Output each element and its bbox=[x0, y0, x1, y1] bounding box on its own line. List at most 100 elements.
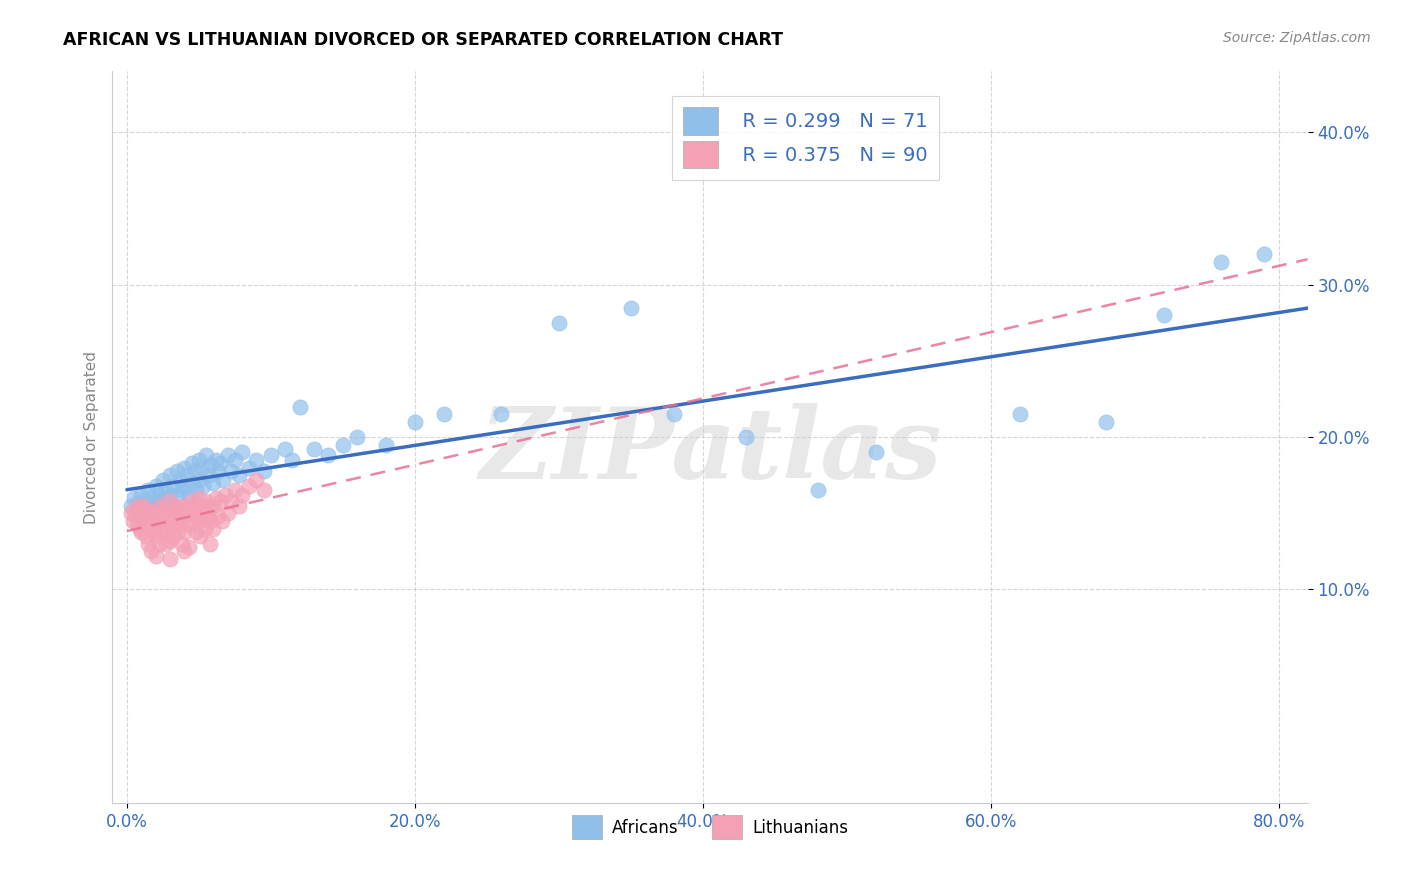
Point bbox=[735, 430, 758, 444]
Point bbox=[186, 499, 208, 513]
Point bbox=[169, 516, 191, 531]
Point bbox=[145, 479, 167, 493]
Point bbox=[207, 464, 229, 478]
Point bbox=[173, 524, 195, 539]
Point bbox=[169, 473, 191, 487]
Point bbox=[179, 503, 201, 517]
Point bbox=[547, 316, 569, 330]
Point bbox=[224, 483, 246, 498]
Point bbox=[165, 514, 187, 528]
Point bbox=[159, 514, 181, 528]
Point bbox=[228, 499, 250, 513]
Point bbox=[138, 483, 160, 498]
Point bbox=[155, 537, 177, 551]
Point bbox=[129, 509, 152, 524]
Point bbox=[195, 448, 218, 462]
Point bbox=[219, 494, 242, 508]
Point bbox=[217, 448, 239, 462]
Point bbox=[173, 503, 195, 517]
Point bbox=[253, 483, 276, 498]
Point bbox=[127, 495, 149, 509]
Point bbox=[184, 483, 207, 498]
Point bbox=[170, 499, 193, 513]
Point bbox=[160, 503, 183, 517]
Point bbox=[245, 473, 267, 487]
Point bbox=[124, 509, 146, 524]
Point bbox=[139, 509, 162, 524]
Y-axis label: Divorced or Separated: Divorced or Separated bbox=[83, 351, 98, 524]
Point bbox=[141, 491, 163, 505]
Point bbox=[180, 494, 202, 508]
Point bbox=[205, 491, 228, 505]
Text: Source: ZipAtlas.com: Source: ZipAtlas.com bbox=[1223, 31, 1371, 45]
Point bbox=[209, 456, 232, 470]
Point bbox=[194, 521, 217, 535]
Point bbox=[188, 529, 211, 543]
Point bbox=[176, 499, 198, 513]
Point bbox=[163, 499, 186, 513]
Point bbox=[162, 479, 184, 493]
Point bbox=[200, 514, 222, 528]
Point bbox=[404, 415, 426, 429]
Point bbox=[159, 552, 181, 566]
Point bbox=[198, 468, 221, 483]
Point bbox=[620, 301, 643, 315]
Point bbox=[187, 491, 209, 505]
Point bbox=[145, 529, 167, 543]
Point bbox=[187, 514, 209, 528]
Point bbox=[202, 521, 225, 535]
Point bbox=[125, 516, 148, 531]
Point bbox=[152, 524, 174, 539]
Point bbox=[121, 514, 143, 528]
Point bbox=[491, 407, 513, 421]
Point bbox=[205, 453, 228, 467]
Point bbox=[148, 516, 170, 531]
Point bbox=[156, 506, 179, 520]
Point bbox=[1211, 255, 1233, 269]
Point bbox=[129, 488, 152, 502]
Point bbox=[134, 501, 156, 516]
Point bbox=[134, 514, 156, 528]
Point bbox=[177, 488, 200, 502]
Point bbox=[141, 521, 163, 535]
Point bbox=[157, 494, 180, 508]
Point bbox=[183, 506, 205, 520]
Point bbox=[122, 503, 145, 517]
Point bbox=[155, 483, 177, 498]
Point bbox=[152, 491, 174, 505]
Point bbox=[173, 460, 195, 475]
Point bbox=[138, 537, 160, 551]
Point bbox=[260, 448, 283, 462]
Point bbox=[145, 499, 167, 513]
Point bbox=[190, 499, 212, 513]
Point bbox=[177, 540, 200, 554]
Point bbox=[211, 514, 233, 528]
Point bbox=[129, 524, 152, 539]
Point bbox=[174, 506, 197, 520]
Point bbox=[865, 445, 887, 459]
Point bbox=[183, 464, 205, 478]
Point bbox=[807, 483, 830, 498]
Point bbox=[156, 524, 179, 539]
Point bbox=[159, 468, 181, 483]
Point bbox=[219, 464, 242, 478]
Point bbox=[214, 488, 236, 502]
Point bbox=[149, 494, 172, 508]
Point bbox=[159, 533, 181, 548]
Point bbox=[274, 442, 297, 457]
Point bbox=[170, 483, 193, 498]
Point bbox=[173, 479, 195, 493]
Point bbox=[145, 506, 167, 520]
Point bbox=[135, 529, 157, 543]
Point bbox=[145, 549, 167, 563]
Point bbox=[193, 509, 215, 524]
Legend: Africans, Lithuanians: Africans, Lithuanians bbox=[565, 809, 855, 846]
Point bbox=[152, 473, 174, 487]
Point bbox=[181, 514, 204, 528]
Point bbox=[217, 506, 239, 520]
Point bbox=[122, 491, 145, 505]
Point bbox=[231, 488, 253, 502]
Point bbox=[318, 448, 340, 462]
Point bbox=[120, 506, 142, 520]
Point bbox=[207, 509, 229, 524]
